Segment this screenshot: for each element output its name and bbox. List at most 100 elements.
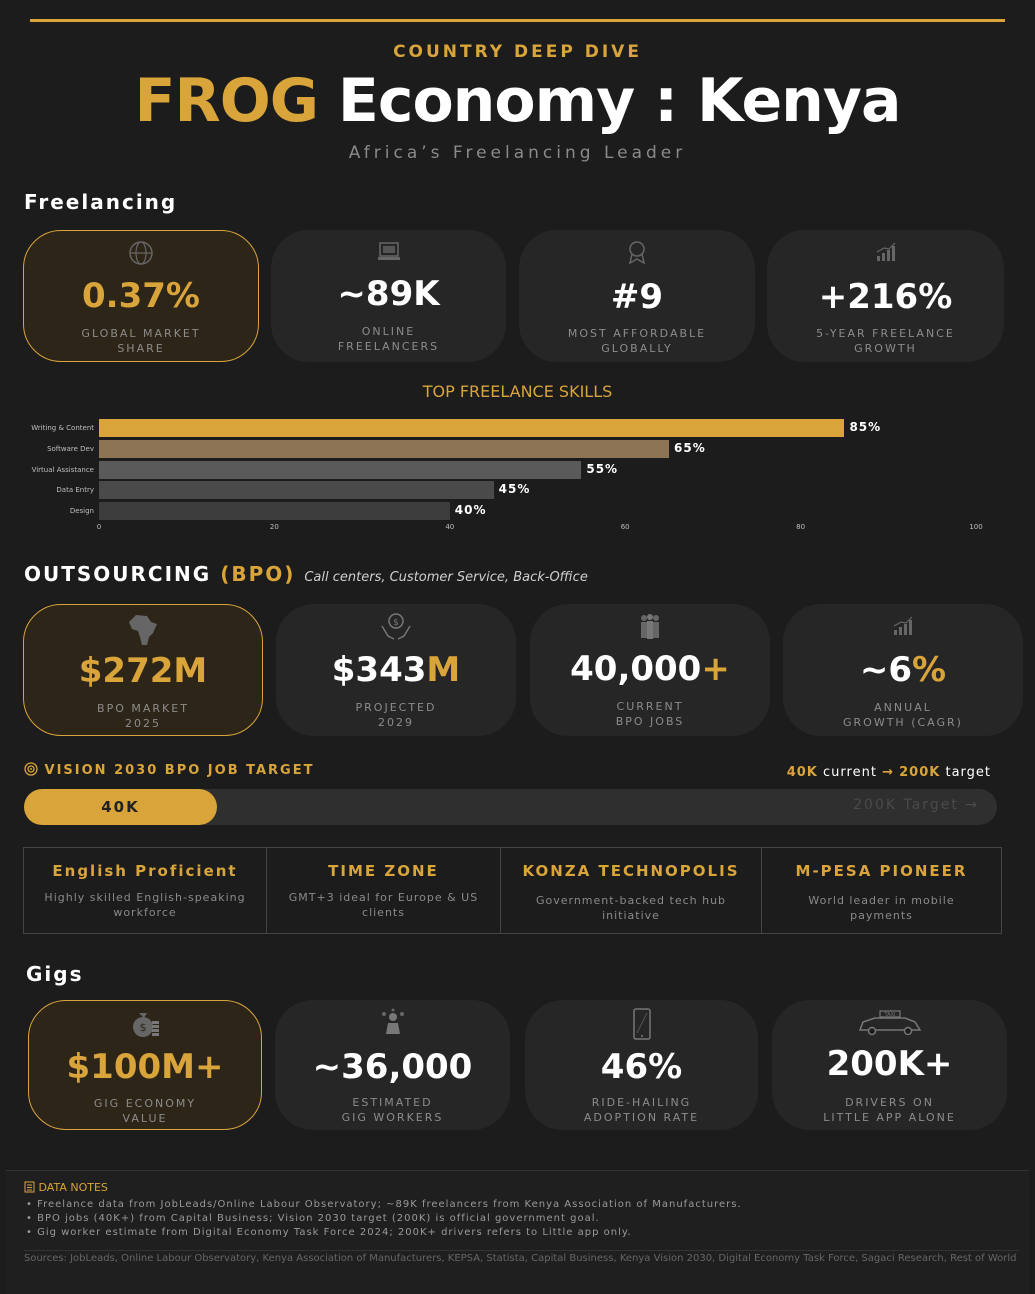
chart-tick-label: 0 (96, 523, 102, 531)
award-icon (519, 238, 755, 270)
svg-text:$: $ (140, 1021, 147, 1034)
feature-english-proficient: English Proficient Highly skilled Englis… (23, 847, 267, 934)
feature-konza: KONZA TECHNOPOLIS Government-backed tech… (500, 847, 762, 934)
chart-value-label: 40% (454, 503, 487, 518)
stat-label: CURRENT BPO JOBS (615, 700, 685, 728)
globe-icon (24, 239, 258, 271)
feature-desc: World leader in mobile payments (808, 894, 955, 922)
chart-tick-label: 100 (969, 523, 983, 531)
money-hands-icon: $ (276, 612, 516, 646)
stat-value: $343M (331, 650, 461, 690)
chart-category-label: Design (69, 507, 94, 516)
note-item: • Gig worker estimate from Digital Econo… (26, 1227, 632, 1238)
stat-value: ~6% (859, 650, 947, 690)
chart-tick-label: 40 (445, 523, 455, 531)
stat-card-bpo-cagr: ~6% ANNUAL GROWTH (CAGR) (783, 604, 1023, 736)
page-title: FROG Economy : Kenya (0, 66, 1035, 136)
vision-summary: 40K current → 200K target (786, 765, 991, 780)
chart-category-label: Writing & Content (31, 424, 94, 432)
stat-label: GIG ECONOMY VALUE (93, 1097, 197, 1125)
vision-progress-track: 200K Target → 40K (24, 789, 997, 825)
stat-card-freelance-growth: +216% 5-YEAR FREELANCE GROWTH (767, 230, 1004, 362)
stat-value: $272M (78, 651, 208, 691)
notes-icon (24, 1181, 35, 1193)
svg-text:TAXI: TAXI (883, 1012, 895, 1018)
stat-label: RIDE-HAILING ADOPTION RATE (583, 1096, 700, 1124)
section-heading-outsourcing: OUTSOURCING (BPO) Call centers, Customer… (24, 562, 588, 586)
chart-tick-label: 80 (796, 523, 806, 531)
worker-icon (275, 1008, 510, 1042)
feature-time-zone: TIME ZONE GMT+3 ideal for Europe & US cl… (266, 847, 501, 934)
stat-label: GLOBAL MARKET SHARE (81, 327, 201, 355)
stat-card-bpo-jobs: 40,000+ CURRENT BPO JOBS (530, 604, 770, 736)
kicker: COUNTRY DEEP DIVE (393, 42, 642, 62)
stat-label: PROJECTED 2029 (355, 701, 437, 729)
feature-desc: GMT+3 ideal for Europe & US clients (288, 891, 479, 919)
stat-value: ~89K (337, 274, 440, 314)
data-notes-panel (6, 1170, 1029, 1294)
vision-target-label: 200K Target → (853, 797, 979, 813)
chart-bar (99, 481, 494, 500)
stat-card-bpo-market: $272M BPO MARKET 2025 (23, 604, 263, 736)
chart-bar (99, 419, 845, 437)
chart-bar (99, 460, 582, 479)
laptop-icon (271, 238, 506, 270)
money-bag-icon: $ (29, 1009, 261, 1043)
africa-map-icon (24, 613, 262, 651)
target-icon (24, 762, 38, 776)
feature-title: KONZA TECHNOPOLIS (522, 862, 740, 880)
stat-label: 5-YEAR FREELANCE GROWTH (816, 327, 955, 355)
chart-tick-label: 60 (620, 523, 630, 531)
stat-value: $100M+ (66, 1047, 224, 1087)
feature-mpesa: M-PESA PIONEER World leader in mobile pa… (761, 847, 1002, 934)
section-heading-gigs: Gigs (26, 962, 84, 986)
note-item: • Freelance data from JobLeads/Online La… (26, 1199, 742, 1210)
stat-value: #9 (610, 277, 664, 317)
stat-value: ~36,000 (312, 1047, 473, 1087)
stat-value: +216% (818, 277, 953, 317)
chart-category-label: Data Entry (56, 486, 94, 495)
note-item: • BPO jobs (40K+) from Capital Business;… (26, 1213, 600, 1224)
smartphone-icon (525, 1008, 758, 1044)
stat-label: ESTIMATED GIG WORKERS (341, 1096, 444, 1124)
stat-value: 200K+ (826, 1044, 953, 1084)
chart-category-label: Software Dev (47, 444, 94, 453)
chart-value-label: 65% (674, 440, 706, 455)
stat-label: MOST AFFORDABLE GLOBALLY (567, 327, 707, 355)
stat-card-gig-workers: ~36,000 ESTIMATED GIG WORKERS (275, 1000, 510, 1130)
vision-progress-fill: 40K (24, 789, 217, 825)
chart-title: TOP FREELANCE SKILLS (422, 382, 613, 401)
stat-value: 0.37% (82, 276, 200, 316)
data-notes-heading: DATA NOTES (24, 1181, 108, 1194)
stat-label: BPO MARKET 2025 (97, 702, 189, 730)
section-heading-freelancing: Freelancing (24, 190, 178, 214)
feature-title: TIME ZONE (328, 862, 439, 880)
growth-chart-icon (767, 238, 1004, 270)
stat-card-little-drivers: TAXI 200K+ DRIVERS ON LITTLE APP ALONE (772, 1000, 1007, 1130)
page-subtitle: Africa’s Freelancing Leader (348, 143, 687, 163)
top-rule (30, 19, 1005, 22)
stat-card-affordable-rank: #9 MOST AFFORDABLE GLOBALLY (519, 230, 755, 362)
stat-label: DRIVERS ON LITTLE APP ALONE (823, 1096, 956, 1124)
feature-desc: Government-backed tech hub initiative (535, 894, 727, 922)
growth-chart-icon (783, 612, 1023, 644)
svg-text:$: $ (393, 618, 399, 628)
stat-card-global-share: 0.37% GLOBAL MARKET SHARE (23, 230, 259, 362)
chart-bar (99, 502, 450, 521)
chart-category-label: Virtual Assistance (31, 465, 94, 474)
chart-bar (99, 439, 670, 458)
chart-value-label: 85% (849, 420, 882, 434)
stat-card-bpo-projected: $ $343M PROJECTED 2029 (276, 604, 516, 736)
section-note: Call centers, Customer Service, Back-Off… (304, 570, 588, 585)
feature-title: M-PESA PIONEER (795, 862, 968, 880)
title-highlight: FROG (134, 66, 319, 136)
chart-value-label: 55% (586, 461, 619, 476)
stat-card-ride-hailing: 46% RIDE-HAILING ADOPTION RATE (525, 1000, 758, 1130)
people-icon (530, 612, 770, 646)
feature-desc: Highly skilled English-speaking workforc… (44, 891, 246, 919)
taxi-icon: TAXI (772, 1008, 1007, 1040)
stat-card-online-freelancers: ~89K ONLINE FREELANCERS (271, 230, 506, 362)
stat-value: 46% (600, 1047, 683, 1087)
data-notes-list: • Freelance data from JobLeads/Online La… (26, 1198, 742, 1240)
vision-heading: VISION 2030 BPO JOB TARGET (24, 762, 314, 778)
